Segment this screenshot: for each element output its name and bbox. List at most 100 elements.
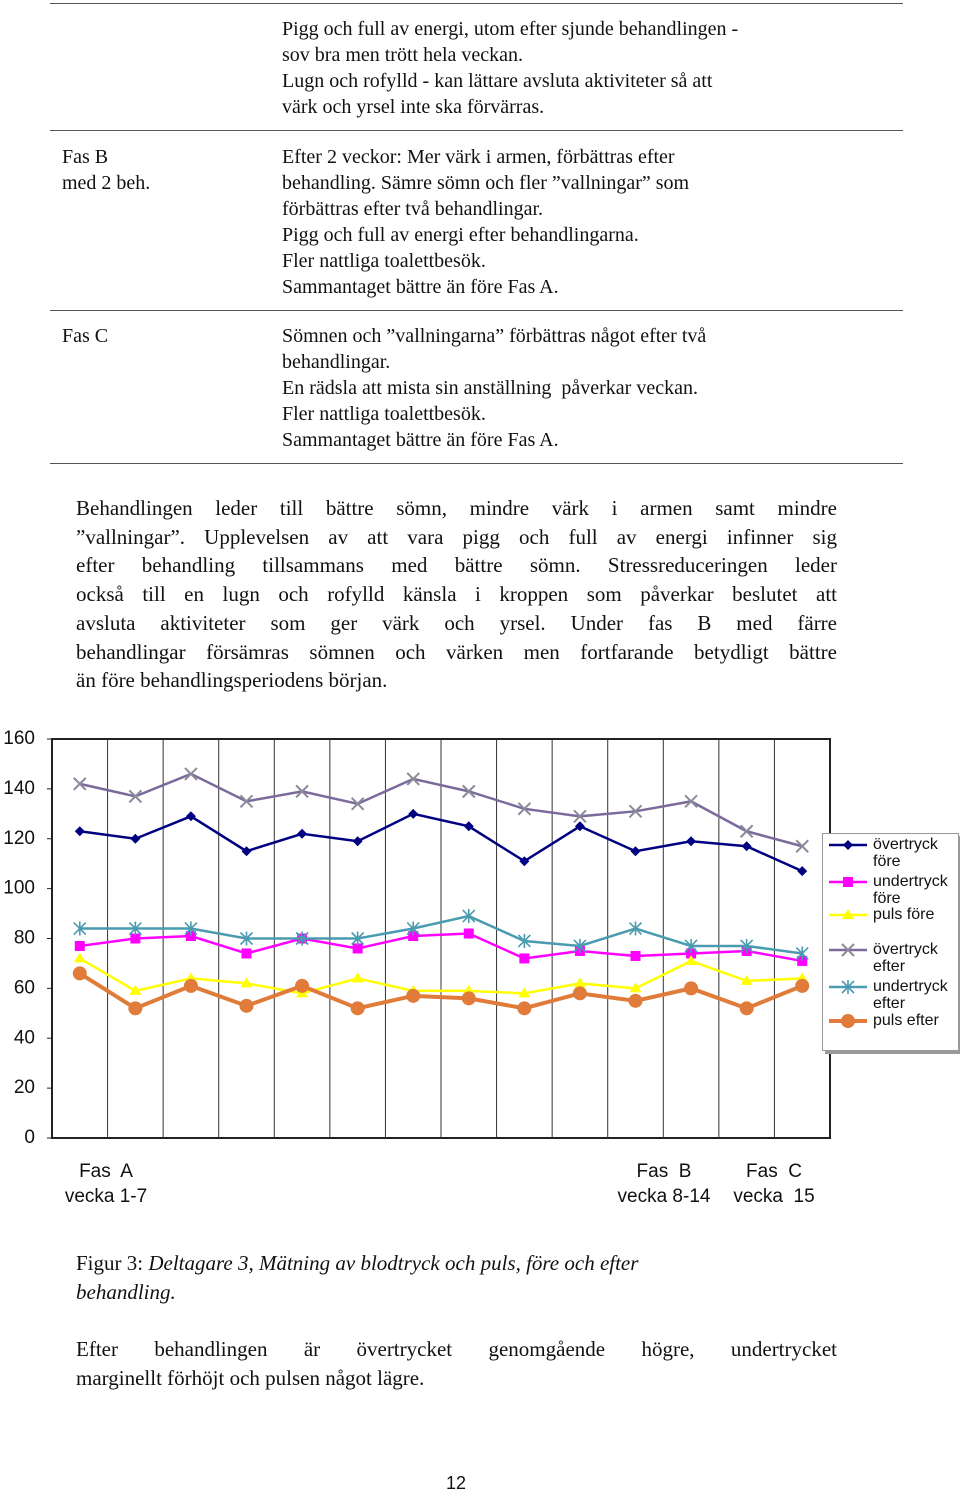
paragraph-line: också till en lugn och rofylld känsla i … [76,582,837,607]
marker [130,833,141,844]
y-tick-label: 140 [3,778,35,799]
table-cell: En rädsla att mista sin anställning påve… [282,377,698,399]
marker [74,940,85,951]
legend-label: undertryck före [873,873,948,907]
marker [628,993,643,1008]
table-cell: förbättras efter två behandlingar. [282,198,543,220]
marker [184,767,198,781]
marker [573,938,587,953]
marker [239,931,254,946]
marker [795,978,810,993]
table-rule [50,463,903,464]
marker [795,946,809,961]
marker [628,804,643,819]
marker [128,1001,143,1016]
marker [739,824,754,838]
page-number: 12 [445,1473,467,1493]
marker [574,821,585,832]
caption-text: Deltagare 3, Mätning av blodtryck och pu… [148,1251,639,1275]
legend-marker [843,877,853,887]
marker [519,856,530,867]
marker [684,938,698,953]
marker [351,931,365,946]
table-cell: Sammantaget bättre än före Fas A. [282,429,559,451]
marker [73,952,86,963]
marker [241,846,252,857]
legend-marker [842,909,854,919]
marker [463,821,474,832]
marker [797,955,808,966]
marker [73,921,87,936]
marker [239,998,254,1013]
legend-marker [841,943,855,957]
marker [795,839,809,853]
marker [297,828,308,839]
marker [741,841,752,852]
caption-text: behandling. [76,1280,176,1304]
paragraph-line: efter behandling tillsammans med bättre … [76,553,837,578]
paragraph-line: Behandlingen leder till bättre sömn, min… [76,496,837,520]
legend-label: övertryck efter [873,941,938,975]
x-annotation: vecka 15 [733,1186,814,1207]
marker [684,981,699,996]
legend-marker [841,1014,855,1028]
paragraph-line: behandlingar försämras sömnen och värken… [76,639,837,664]
marker [295,931,309,946]
series-line [79,914,803,955]
series-line [79,932,803,963]
marker [350,797,365,811]
legend-marker [843,840,853,850]
table-cell: Fler nattliga toalettbesök. [282,403,486,425]
table-cell: sov bra men trött hela veckan. [282,44,524,66]
table-cell: Fas C [62,325,109,347]
marker [517,1001,532,1016]
x-annotation: Fas C [746,1161,802,1182]
marker [128,789,143,804]
x-annotation: Fas B [637,1161,692,1182]
marker [461,991,476,1006]
marker [684,794,698,809]
marker [240,977,253,988]
paragraph-line: ”vallningar”. Upplevelsen av att vara pi… [76,524,837,549]
marker [352,836,363,847]
marker [406,772,420,786]
y-tick-label: 120 [3,828,35,849]
marker [462,909,476,924]
marker [685,954,698,965]
marker [519,953,530,964]
table-cell: Lugn och rofylld - kan lättare avsluta a… [282,70,713,92]
caption: Figur 3: Deltagare 3, Mätning av blodtry… [76,1249,638,1307]
table-cell: Fler nattliga toalettbesök. [282,250,486,272]
y-tick-label: 100 [3,878,35,899]
table-cell: Fas B [62,146,109,168]
legend-keys [829,840,867,1028]
table-rule [50,130,903,131]
marker [517,802,532,816]
marker [241,948,252,959]
table-cell: Pigg och full av energi, utom efter sjun… [282,18,739,40]
y-tick-label: 60 [14,977,35,998]
marker [185,931,196,942]
table-cell: med 2 beh. [62,172,151,194]
legend-label: övertryck före [873,836,938,870]
legend-label: puls före [873,906,935,923]
table-cell: behandlingar. [282,351,391,373]
x-annotation: vecka 8-14 [618,1186,711,1207]
marker [185,811,196,822]
marker [462,784,476,799]
table-cell: Pigg och full av energi efter behandling… [282,224,639,246]
marker [130,933,141,944]
marker [129,984,142,995]
marker [630,846,641,857]
series-line [78,971,803,1011]
table-rule [50,310,903,311]
marker [630,950,641,961]
paragraph-line: avsluta aktiviteter som ger värk och yrs… [76,610,837,635]
marker [739,1001,754,1016]
marker [351,972,364,983]
paragraph-line: Efter behandlingen är övertrycket genomg… [76,1337,837,1361]
marker [686,948,697,959]
table-cell: Sammantaget bättre än före Fas A. [282,276,559,298]
y-tick-label: 0 [24,1127,35,1148]
